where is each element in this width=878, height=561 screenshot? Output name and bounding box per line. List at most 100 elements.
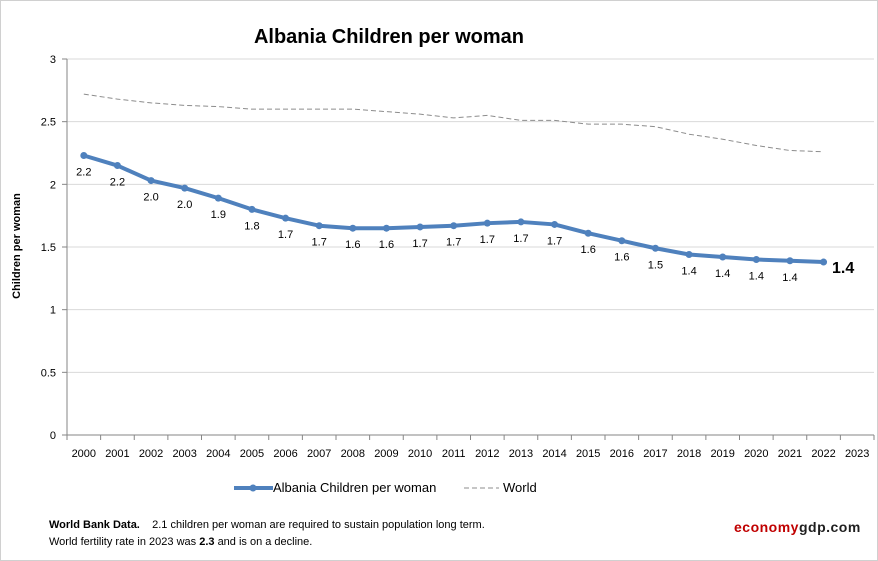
data-label-2001: 2.2 xyxy=(110,177,125,189)
data-label-2009: 1.6 xyxy=(379,239,394,251)
x-tick-label-2018: 2018 xyxy=(677,448,701,460)
gridlines xyxy=(62,58,874,436)
x-tick-labels: 2000 2001 2002 2003 2004 2005 2006 2007 2008 2009… xyxy=(72,448,870,460)
data-label-2006: 1.7 xyxy=(278,229,293,241)
data-label-2017: 1.5 xyxy=(648,259,663,271)
x-tick-label-2005: 2005 xyxy=(240,448,264,460)
albania-point-2020 xyxy=(752,256,760,264)
brand-part-2: gdp.com xyxy=(798,519,861,535)
footnote-text-3: and is on a decline. xyxy=(217,536,313,548)
x-tick-label-2002: 2002 xyxy=(139,448,163,460)
x-tick-label-2009: 2009 xyxy=(374,448,398,460)
y-tick-label-6: 3 xyxy=(50,54,56,66)
albania-point-2018 xyxy=(685,251,693,259)
x-tick-label-2006: 2006 xyxy=(273,448,297,460)
x-tick-label-2010: 2010 xyxy=(408,448,432,460)
albania-point-2017 xyxy=(651,244,659,252)
world-line xyxy=(83,93,824,153)
y-tick-label-2: 1 xyxy=(50,305,56,317)
data-label-2000: 2.2 xyxy=(76,167,91,179)
albania-point-2002 xyxy=(147,177,155,185)
data-label-2016: 1.6 xyxy=(614,252,629,264)
albania-point-2011 xyxy=(450,222,458,230)
x-tick-label-2016: 2016 xyxy=(610,448,634,460)
albania-point-2001 xyxy=(113,162,121,170)
albania-point-2013 xyxy=(517,218,525,226)
x-tick-label-2017: 2017 xyxy=(643,448,667,460)
y-tick-label-0: 0 xyxy=(50,430,56,442)
data-label-2010: 1.7 xyxy=(412,238,427,250)
data-label-2004: 1.9 xyxy=(211,209,226,221)
data-label-2012: 1.7 xyxy=(480,234,495,246)
x-tick-label-2012: 2012 xyxy=(475,448,499,460)
data-label-2011: 1.7 xyxy=(446,237,461,249)
albania-point-2008 xyxy=(349,224,357,232)
legend-albania-label: Albania Children per woman xyxy=(273,480,436,495)
axes xyxy=(66,59,875,440)
x-tick-label-2015: 2015 xyxy=(576,448,600,460)
albania-point-2014 xyxy=(551,220,559,228)
x-tick-label-2020: 2020 xyxy=(744,448,768,460)
data-labels: 2.2 2.2 2.0 2.0 1.9 1.8 1.7 1.7 1.6 1.6 1.7 1.7 1.7 1… xyxy=(76,167,797,284)
y-tick-label-1: 0.5 xyxy=(41,367,56,379)
brand-part-1: economy xyxy=(734,519,799,535)
albania-point-2010 xyxy=(416,223,424,231)
data-label-2019: 1.4 xyxy=(715,268,730,280)
x-tick-label-2021: 2021 xyxy=(778,448,802,460)
footnote-line-2: World fertility rate in 2023 was 2.3 and… xyxy=(49,534,485,551)
albania-point-2000 xyxy=(80,152,88,160)
y-tick-label-5: 2.5 xyxy=(41,117,56,129)
data-label-2015: 1.6 xyxy=(581,244,596,256)
albania-point-2006 xyxy=(282,214,290,222)
data-label-2014: 1.7 xyxy=(547,235,562,247)
x-tick-label-2007: 2007 xyxy=(307,448,331,460)
footnote-source: World Bank Data. xyxy=(49,519,140,531)
albania-point-2007 xyxy=(315,222,323,230)
albania-point-2015 xyxy=(584,229,592,237)
data-label-2003: 2.0 xyxy=(177,199,192,211)
x-tick-label-2011: 2011 xyxy=(442,448,466,460)
albania-point-2021 xyxy=(786,257,794,265)
y-tick-label-4: 2 xyxy=(50,179,56,191)
x-tick-label-2014: 2014 xyxy=(542,448,566,460)
footnote-text-2: World fertility rate in 2023 was xyxy=(49,536,197,548)
footnote: World Bank Data. 2.1 children per woman … xyxy=(49,517,485,551)
legend: Albania Children per woman World xyxy=(234,480,537,495)
albania-point-2012 xyxy=(483,219,491,227)
footnote-world-value: 2.3 xyxy=(199,536,215,548)
x-tick-label-2001: 2001 xyxy=(105,448,129,460)
y-axis-label: Children per woman xyxy=(11,193,23,299)
y-tick-label-3: 1.5 xyxy=(41,242,56,254)
data-label-2018: 1.4 xyxy=(681,266,696,278)
x-tick-label-2000: 2000 xyxy=(72,448,96,460)
x-tick-label-2023: 2023 xyxy=(845,448,869,460)
footnote-text-1: 2.1 children per woman are required to s… xyxy=(152,519,485,531)
albania-point-2005 xyxy=(248,205,256,213)
x-tick-label-2003: 2003 xyxy=(172,448,196,460)
data-label-2021: 1.4 xyxy=(782,272,797,284)
data-label-2013: 1.7 xyxy=(513,233,528,245)
chart-title: Albania Children per woman xyxy=(254,26,524,48)
series-world xyxy=(83,93,824,153)
series-albania xyxy=(80,152,828,266)
x-tick-label-2004: 2004 xyxy=(206,448,230,460)
albania-point-2019 xyxy=(719,253,727,261)
brand-logo[interactable]: economygdp.com xyxy=(734,519,861,535)
data-label-2020: 1.4 xyxy=(749,271,764,283)
x-tick-label-2013: 2013 xyxy=(509,448,533,460)
last-value-label: 1.4 xyxy=(832,260,854,277)
line-chart: Albania Children per woman 0 0.5 1 1.5 2 2.5 3… xyxy=(11,26,875,495)
albania-point-2009 xyxy=(382,224,390,232)
data-label-2005: 1.8 xyxy=(244,220,259,232)
data-label-2008: 1.6 xyxy=(345,239,360,251)
albania-point-2003 xyxy=(181,184,189,192)
legend-albania-marker xyxy=(249,484,257,492)
legend-world-label: World xyxy=(503,480,537,495)
data-label-2002: 2.0 xyxy=(143,192,158,204)
albania-point-2022 xyxy=(820,258,828,266)
footnote-line-1: World Bank Data. 2.1 children per woman … xyxy=(49,517,485,534)
albania-point-2004 xyxy=(214,194,222,202)
x-tick-label-2019: 2019 xyxy=(710,448,734,460)
x-tick-label-2008: 2008 xyxy=(341,448,365,460)
